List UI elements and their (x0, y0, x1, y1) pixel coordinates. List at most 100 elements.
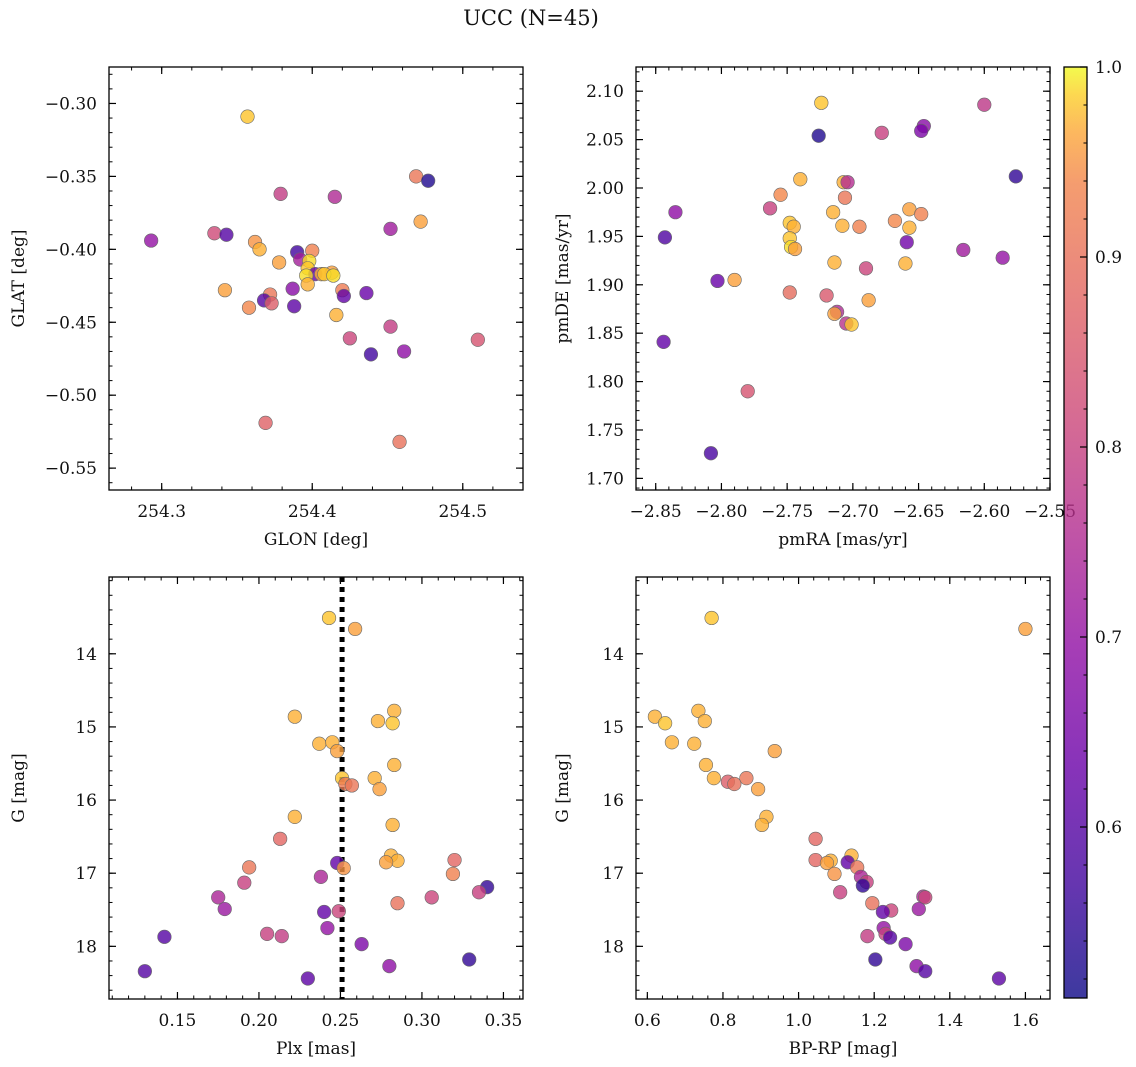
data-point (840, 175, 855, 190)
data-point (740, 384, 755, 399)
data-point (767, 743, 782, 759)
data-point (860, 929, 875, 944)
x-tick-label: 0.35 (485, 1011, 523, 1031)
y-tick-label: 2.00 (586, 179, 624, 199)
data-point (470, 332, 485, 347)
colorbar-tick-label: 1.0 (1095, 58, 1122, 78)
data-point (370, 713, 386, 729)
data-point (882, 930, 898, 945)
data-point (137, 964, 152, 979)
data-point (668, 205, 683, 220)
data-point (814, 95, 829, 110)
data-point (258, 415, 273, 431)
x-axis-label: BP-RP [mag] (789, 1039, 898, 1059)
data-point (274, 929, 289, 944)
axes-frame (635, 66, 1051, 491)
data-point (447, 852, 462, 868)
y-tick-label: −0.45 (45, 313, 97, 333)
data-point (911, 901, 926, 917)
y-axis-label: G [mag] (9, 753, 29, 822)
data-point (808, 831, 823, 846)
data-point (697, 713, 712, 729)
y-tick-label: 16 (602, 791, 624, 811)
data-point (861, 293, 876, 308)
data-point (157, 929, 172, 944)
data-point (754, 817, 770, 833)
data-point (727, 272, 742, 288)
data-point (664, 735, 680, 750)
panel-proper-motion: −2.85 −2.80 −2.75 −2.70 −2.65 −2.60 −2.55 1.70 1… (553, 66, 1076, 550)
data-point (914, 207, 929, 222)
x-tick-label: 254.5 (438, 502, 487, 522)
data-point (858, 261, 874, 276)
data-point (787, 241, 803, 257)
data-point (241, 300, 257, 315)
x-tick-label: 0.15 (159, 1011, 197, 1031)
data-point (378, 855, 394, 870)
data-point (991, 971, 1007, 986)
data-point (918, 964, 933, 979)
data-point (844, 317, 859, 332)
data-point (359, 285, 374, 301)
data-point (868, 952, 883, 967)
data-point (211, 890, 226, 905)
data-point (326, 268, 341, 283)
y-tick-label: 17 (75, 864, 97, 884)
scatter-points (137, 577, 495, 999)
y-tick-label: 2.10 (586, 82, 624, 102)
y-tick-label: 15 (75, 718, 97, 738)
data-point (300, 277, 315, 292)
data-point (409, 169, 424, 184)
colorbar-frame (1063, 66, 1088, 999)
data-point (835, 218, 850, 233)
data-point (413, 214, 428, 229)
data-point (657, 230, 673, 245)
y-axis-label: G [mag] (553, 753, 573, 822)
y-tick-label: 17 (602, 864, 624, 884)
data-point (902, 220, 917, 235)
data-point (706, 771, 721, 786)
x-tick-label: −2.80 (695, 502, 747, 522)
y-axis-label: GLAT [deg] (9, 229, 29, 327)
colorbar-tick-label: 0.8 (1095, 438, 1122, 458)
x-axis-label: Plx [mas] (276, 1039, 356, 1059)
data-point (819, 855, 835, 871)
x-tick-label: −2.75 (761, 502, 813, 522)
x-tick-label: −2.70 (827, 502, 879, 522)
data-point (899, 235, 914, 250)
x-tick-label: 1.6 (1012, 1011, 1039, 1031)
data-point (387, 757, 402, 773)
panel-parallax-mag: 0.15 0.20 0.25 0.30 0.35 14 15 16 17 18 Plx [mas] G… (9, 576, 524, 1059)
x-tick-label: −2.65 (893, 502, 945, 522)
x-tick-label: 0.30 (403, 1011, 441, 1031)
data-point (471, 885, 487, 900)
data-point (272, 255, 287, 270)
x-tick-label: 1.2 (861, 1011, 888, 1031)
colorbar-tick-label: 0.7 (1095, 628, 1122, 648)
data-point (1008, 169, 1023, 184)
data-point (363, 347, 379, 362)
data-point (739, 771, 754, 786)
panel-position: 254.3 254.4 254.5 −0.55 −0.50 −0.45 −0.40 −0.35… (9, 66, 524, 550)
y-tick-label: 1.80 (586, 373, 624, 393)
data-point (956, 242, 971, 258)
x-tick-label: 0.25 (322, 1011, 360, 1031)
colorbar-gradient (1064, 67, 1087, 998)
colorbar-tick-label: 0.9 (1095, 248, 1122, 268)
data-point (837, 190, 853, 205)
data-point (383, 221, 398, 237)
data-point (327, 189, 342, 204)
y-tick-label: 14 (602, 645, 624, 665)
data-point (300, 971, 315, 986)
data-point (826, 205, 841, 220)
data-point (240, 109, 255, 124)
data-point (287, 809, 302, 824)
data-point (658, 716, 673, 731)
data-point (396, 344, 412, 359)
data-point (898, 937, 913, 952)
data-point (914, 123, 929, 138)
data-point (898, 256, 913, 271)
data-point (918, 890, 933, 905)
data-point (264, 296, 279, 311)
